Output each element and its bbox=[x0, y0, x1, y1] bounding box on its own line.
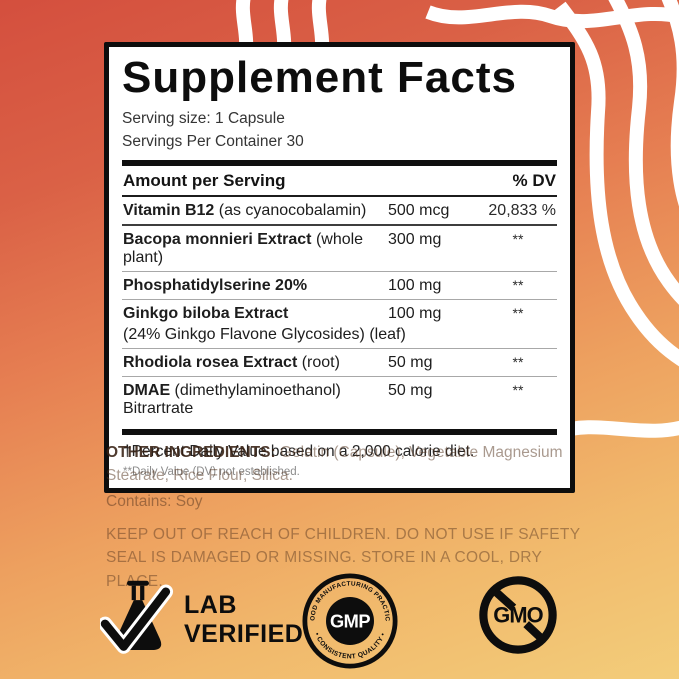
ingredient-dv: ** bbox=[512, 354, 524, 371]
ingredient-dv: ** bbox=[512, 231, 524, 248]
table-row-vitamin-b12: Vitamin B12 (as cyanocobalamin) 500 mcg … bbox=[122, 197, 557, 227]
table-row-bacopa: Bacopa monnieri Extract (whole plant) 30… bbox=[122, 226, 557, 273]
certification-badges: LAB VERIFIED GOOD MANUFACTURING PRACTICE… bbox=[0, 568, 679, 679]
gmo-text: GMO bbox=[493, 602, 543, 627]
other-ingredients-text: Gelatin (Capsule), Vegetable Magnesium S… bbox=[106, 444, 563, 485]
table-header-amount: Amount per Serving bbox=[123, 171, 286, 191]
contains-statement: Contains: Soy bbox=[106, 493, 203, 510]
ingredient-amount: 50 mg bbox=[388, 382, 433, 400]
lab-verified-badge: LAB VERIFIED bbox=[100, 578, 303, 662]
ingredient-dv: ** bbox=[512, 305, 524, 322]
ingredient-amount: 300 mg bbox=[388, 231, 442, 249]
ingredient-dv: 20,833 % bbox=[488, 202, 556, 220]
table-row-dmae: DMAE (dimethylaminoethanol) Bitrartrate … bbox=[122, 377, 557, 422]
gmo-free-badge: GMO bbox=[477, 574, 559, 661]
ingredient-name: DMAE (dimethylaminoethanol) Bitrartrate bbox=[123, 382, 341, 418]
ingredient-name: Bacopa monnieri Extract (whole plant) bbox=[123, 231, 364, 267]
footnotes: †Percent Daily Value based on a 2,000 ca… bbox=[122, 435, 557, 482]
warning-statement: KEEP OUT OF REACH OF CHILDREN. DO NOT US… bbox=[106, 526, 581, 590]
ingredient-name: Phosphatidylserine 20% bbox=[123, 277, 308, 295]
ingredient-name-line2: (24% Ginkgo Flavone Glycosides) (leaf) bbox=[123, 326, 406, 344]
ingredient-amount: 100 mg bbox=[388, 277, 442, 295]
gmp-badge: GOOD MANUFACTURING PRACTICE • CONSISTENT… bbox=[299, 568, 398, 674]
lab-verified-text: LAB VERIFIED bbox=[184, 591, 303, 650]
servings-per-container: Servings Per Container 30 bbox=[122, 132, 304, 150]
lab-flask-check-icon bbox=[100, 580, 174, 654]
footnote-not-established: **Daily Value (DV) not established. bbox=[123, 466, 300, 479]
table-row-phosphatidylserine: Phosphatidylserine 20% 100 mg ** bbox=[122, 272, 557, 301]
gmo-crossed-icon: GMO bbox=[479, 576, 557, 654]
divider-thick-bottom bbox=[122, 429, 557, 436]
lab-verified-line2: VERIFIED bbox=[184, 620, 304, 648]
ingredient-amount: 500 mcg bbox=[388, 202, 450, 220]
table-row-rhodiola: Rhodiola rosea Extract (root) 50 mg ** bbox=[122, 349, 557, 378]
ingredient-dv: ** bbox=[512, 382, 524, 399]
table-row-ginkgo: Ginkgo biloba Extract 100 mg ** (24% Gin… bbox=[122, 300, 557, 350]
serving-size: Serving size: 1 Capsule bbox=[122, 110, 285, 128]
other-ingredients-label: OTHER INGREDIENTS: bbox=[106, 444, 276, 461]
panel-title: Supplement Facts bbox=[122, 53, 517, 102]
lab-verified-line1: LAB bbox=[184, 590, 237, 619]
ingredient-name: Rhodiola rosea Extract (root) bbox=[123, 354, 340, 372]
divider-thick-top bbox=[122, 160, 557, 167]
ingredient-name: Ginkgo biloba Extract bbox=[123, 305, 289, 323]
ingredient-amount: 50 mg bbox=[388, 354, 433, 372]
footnote-daily-value: †Percent Daily Value based on a 2,000 ca… bbox=[123, 443, 475, 461]
ingredient-dv: ** bbox=[512, 277, 524, 294]
ingredient-amount: 100 mg bbox=[388, 305, 442, 323]
table-header-dv: % DV bbox=[512, 171, 556, 191]
gmp-seal-icon: GOOD MANUFACTURING PRACTICE • CONSISTENT… bbox=[299, 568, 398, 669]
gmp-center-text: GMP bbox=[330, 611, 370, 632]
table-header: Amount per Serving % DV bbox=[122, 166, 557, 198]
ingredient-name: Vitamin B12 (as cyanocobalamin) bbox=[123, 202, 367, 220]
other-ingredients: OTHER INGREDIENTS: Gelatin (Capsule), Ve… bbox=[106, 441, 576, 488]
supplement-facts-panel: Supplement Facts Serving size: 1 Capsule… bbox=[104, 42, 575, 494]
